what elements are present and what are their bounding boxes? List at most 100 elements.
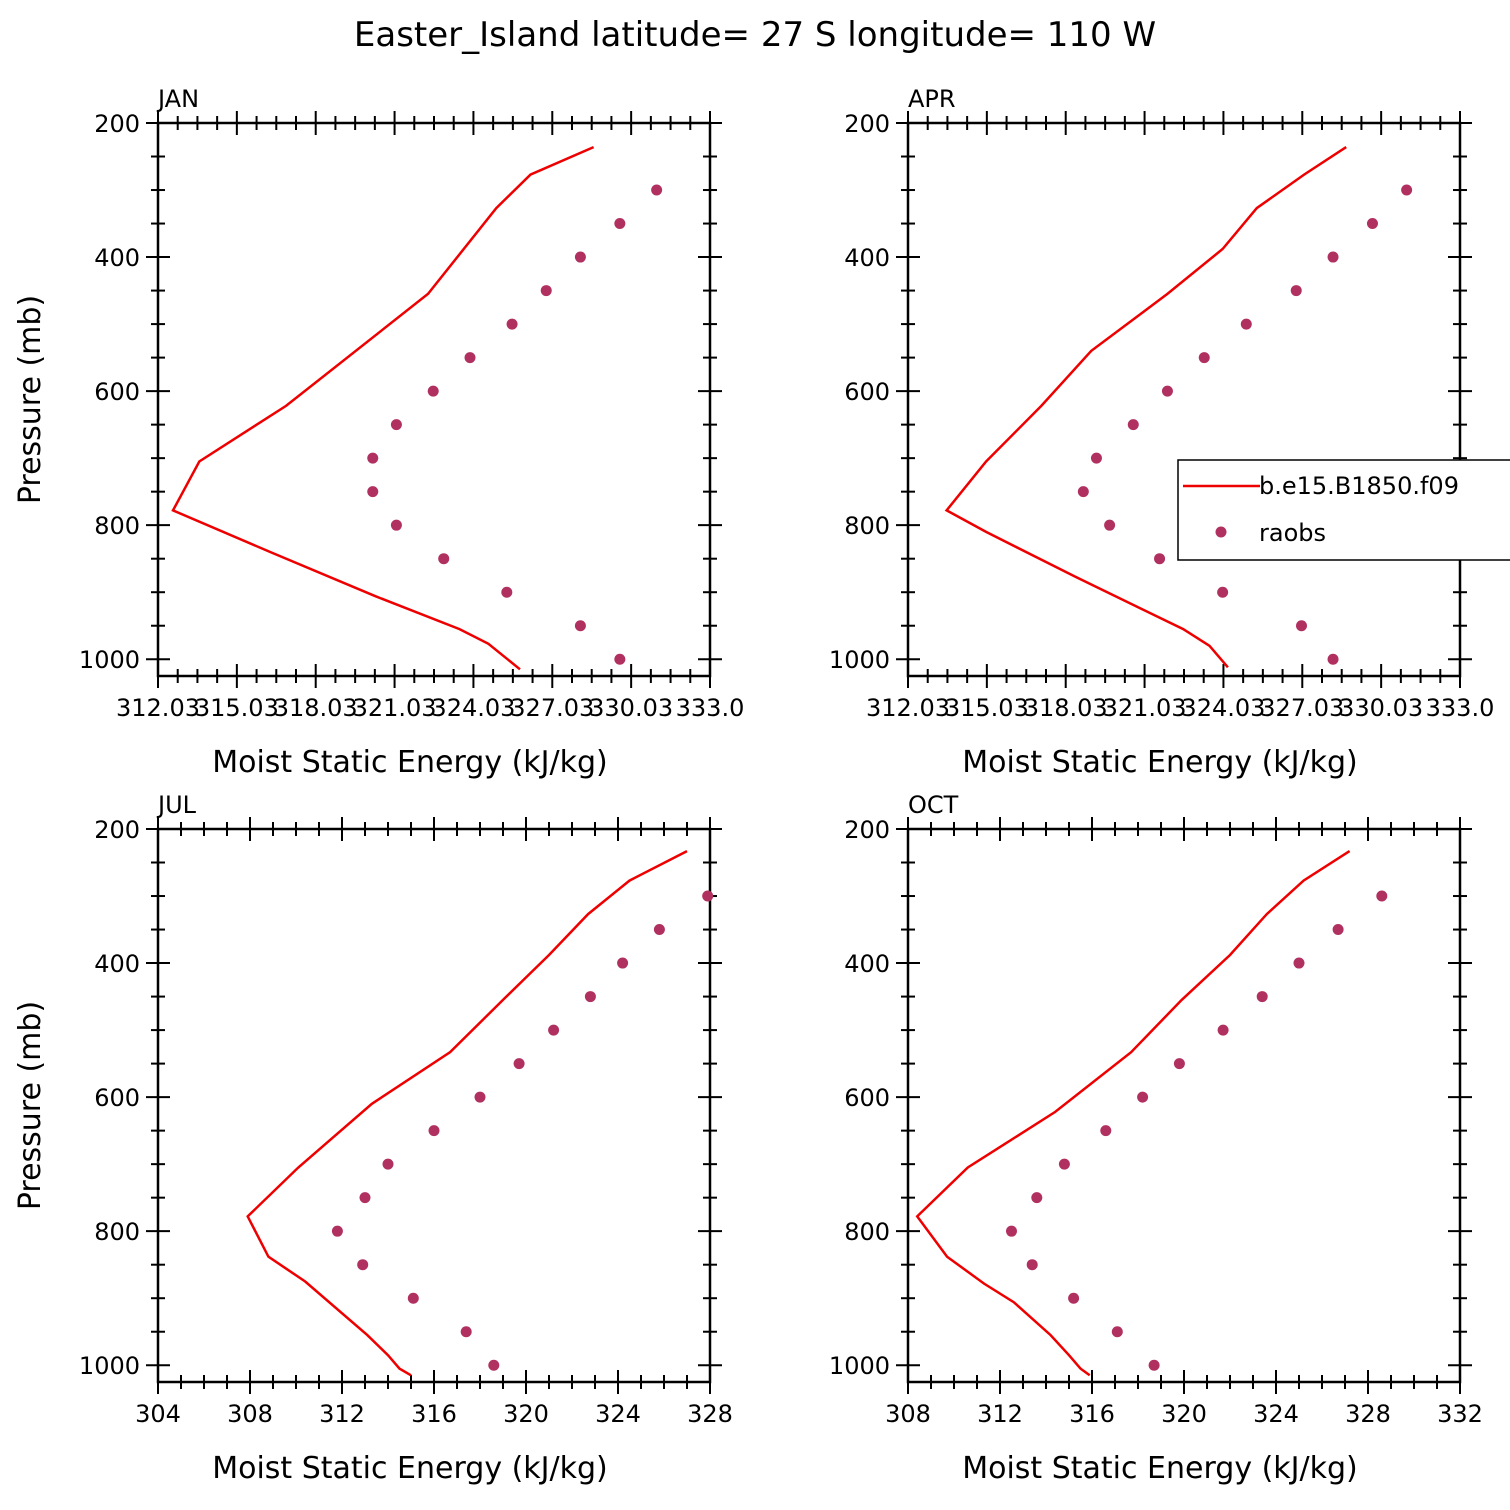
raobs-point	[584, 991, 596, 1003]
raobs-point	[1332, 924, 1344, 936]
raobs-point	[1173, 1058, 1185, 1070]
legend-marker-swatch	[1215, 526, 1227, 538]
y-tick-label: 200	[844, 110, 890, 138]
raobs-point	[614, 218, 626, 230]
x-tick-label: 318.03	[1024, 694, 1108, 722]
y-tick-label: 600	[844, 378, 890, 406]
raobs-point	[540, 285, 552, 297]
raobs-point	[1090, 452, 1102, 464]
model-profile-line	[171, 145, 595, 671]
raobs-point	[1376, 890, 1388, 902]
x-tick-label: 320	[503, 1400, 549, 1428]
raobs-point	[1366, 218, 1378, 230]
raobs-point	[501, 586, 513, 598]
panel-oct: OCT 200 400 600 800 1000 308 312 316 320 324 328 332…	[829, 791, 1483, 1486]
raobs-point	[513, 1058, 525, 1070]
panel-title: OCT	[908, 791, 959, 819]
y-tick-label: 400	[94, 244, 140, 272]
x-tick-label: 318.03	[274, 694, 358, 722]
raobs-point	[1240, 318, 1252, 330]
raobs-point	[488, 1359, 500, 1371]
raobs-point	[1256, 991, 1268, 1003]
panel-jul: JUL 200 400 600 800 1000 304 308 312 316 320 324 328…	[13, 791, 733, 1486]
model-profile-line	[246, 849, 688, 1377]
raobs-point	[1217, 1024, 1229, 1036]
y-tick-label: 1000	[79, 1352, 140, 1380]
x-tick-label: 308	[885, 1400, 931, 1428]
model-profile-line	[944, 146, 1347, 669]
raobs-point	[617, 957, 629, 969]
y-tick-label: 200	[94, 816, 140, 844]
panel-apr: APR 200 400 600 800 1000 312.03315.03318.03321…	[829, 85, 1494, 780]
y-tick-label: 1000	[829, 646, 890, 674]
raobs-point	[460, 1326, 472, 1338]
raobs-point	[653, 924, 665, 936]
raobs-point	[407, 1292, 419, 1304]
raobs-point	[390, 419, 402, 431]
x-tick-label: 324.03	[431, 694, 515, 722]
y-tick-label: 800	[844, 512, 890, 540]
raobs-point	[548, 1024, 560, 1036]
y-tick-label: 200	[94, 110, 140, 138]
raobs-point	[1111, 1326, 1123, 1338]
legend-model-label: b.e15.B1850.f09	[1259, 472, 1459, 500]
x-tick-label: 324	[595, 1400, 641, 1428]
x-tick-label: 312.03	[116, 694, 200, 722]
x-tick-label: 312.03	[866, 694, 950, 722]
x-tick-label: 316	[411, 1400, 457, 1428]
raobs-point	[1031, 1192, 1043, 1204]
y-tick-label: 800	[94, 1218, 140, 1246]
raobs-point	[574, 251, 586, 263]
raobs-point	[1217, 586, 1229, 598]
raobs-point	[614, 653, 626, 665]
raobs-point	[1295, 620, 1307, 632]
raobs-point	[1026, 1259, 1038, 1271]
x-tick-label: 312	[977, 1400, 1023, 1428]
y-tick-label: 200	[844, 816, 890, 844]
x-axis-title: Moist Static Energy (kJ/kg)	[962, 745, 1358, 780]
x-tick-label: 328	[1345, 1400, 1391, 1428]
panel-title: APR	[908, 85, 956, 113]
y-tick-label: 800	[94, 512, 140, 540]
raobs-point	[1290, 285, 1302, 297]
legend: b.e15.B1850.f09 raobs	[1177, 459, 1510, 561]
y-tick-label: 1000	[79, 646, 140, 674]
raobs-point	[1127, 419, 1139, 431]
panel-jan: JAN 200 400 600 800 1000 312.03315.03318.03321…	[13, 85, 744, 780]
raobs-point	[1100, 1125, 1112, 1137]
y-axis-title: Pressure (mb)	[13, 295, 48, 504]
y-tick-label: 1000	[829, 1352, 890, 1380]
x-tick-label: 324.03	[1181, 694, 1265, 722]
raobs-point	[357, 1259, 369, 1271]
x-tick-label: 327.03	[1260, 694, 1344, 722]
x-tick-label: 333.0	[676, 694, 745, 722]
raobs-point	[574, 620, 586, 632]
x-tick-label: 316	[1069, 1400, 1115, 1428]
x-tick-label: 320	[1161, 1400, 1207, 1428]
raobs-point	[367, 452, 379, 464]
raobs-point	[506, 318, 518, 330]
x-tick-label: 304	[135, 1400, 181, 1428]
raobs-point	[428, 1125, 440, 1137]
y-axis-title: Pressure (mb)	[13, 1001, 48, 1210]
x-tick-label: 327.03	[510, 694, 594, 722]
x-axis-title: Moist Static Energy (kJ/kg)	[212, 1451, 608, 1486]
raobs-point	[427, 385, 439, 397]
y-tick-label: 400	[844, 244, 890, 272]
raobs-point	[367, 486, 379, 498]
figure-title: Easter_Island latitude= 27 S longitude= …	[354, 15, 1156, 55]
y-tick-label: 800	[844, 1218, 890, 1246]
x-axis-title: Moist Static Energy (kJ/kg)	[962, 1451, 1358, 1486]
raobs-point	[1401, 184, 1413, 196]
raobs-point	[702, 890, 714, 902]
raobs-point	[1058, 1158, 1070, 1170]
raobs-point	[464, 352, 476, 364]
x-tick-label: 330.03	[589, 694, 673, 722]
raobs-point	[1198, 352, 1210, 364]
x-tick-label: 308	[227, 1400, 273, 1428]
raobs-point	[359, 1192, 371, 1204]
y-tick-label: 400	[94, 950, 140, 978]
panel-title: JUL	[156, 791, 197, 819]
raobs-point	[1006, 1225, 1017, 1237]
panel-title: JAN	[156, 85, 199, 113]
